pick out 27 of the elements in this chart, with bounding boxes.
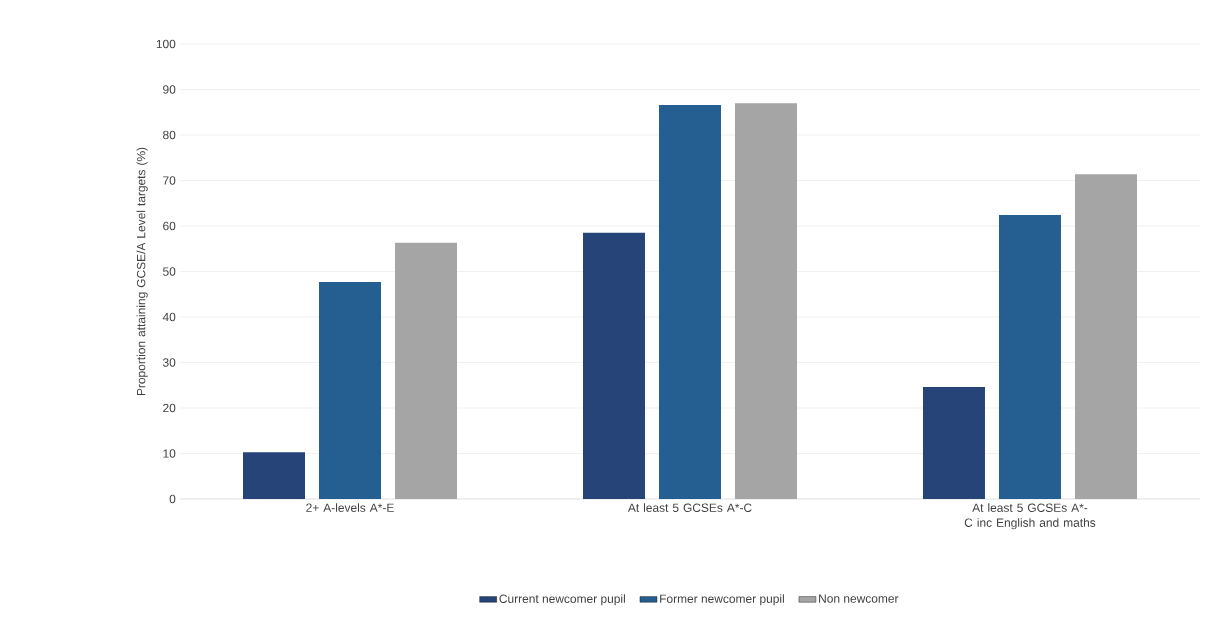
y-tick-label: 20 <box>163 403 176 413</box>
y-tick-label: 70 <box>163 176 176 185</box>
y-tick-label: 40 <box>162 312 176 322</box>
bar <box>1074 174 1137 499</box>
x-tick-label: At least 5 GCSEs A*-C inc English and maths <box>964 503 1096 530</box>
x-tick-label: At least 5 GCSEs A*-C <box>627 503 752 512</box>
bar <box>922 387 985 499</box>
bar <box>998 215 1061 499</box>
legend-label: Former newcomer pupil <box>660 594 784 606</box>
bar <box>395 242 457 499</box>
y-tick-label: 0 <box>169 494 176 504</box>
bar <box>243 452 305 499</box>
bar <box>734 103 797 499</box>
y-tick-label: 50 <box>163 267 176 276</box>
y-tick-label: 10 <box>163 449 176 458</box>
bar <box>319 281 381 499</box>
legend-label: Current newcomer pupil <box>499 594 625 606</box>
y-tick-label: 60 <box>163 221 176 231</box>
y-tick-label: 30 <box>162 358 176 367</box>
y-tick-label: 100 <box>156 39 176 49</box>
legend-label: Non newcomer <box>819 594 899 603</box>
y-tick-label: 90 <box>163 85 176 94</box>
y-tick-label: 80 <box>163 130 176 140</box>
x-tick-label: 2+ A-levels A*-E <box>306 503 394 512</box>
y-axis-title: Proportion attaining GCSE/A Level targets (%) <box>136 147 148 396</box>
bar <box>582 232 645 499</box>
bar <box>658 104 721 499</box>
